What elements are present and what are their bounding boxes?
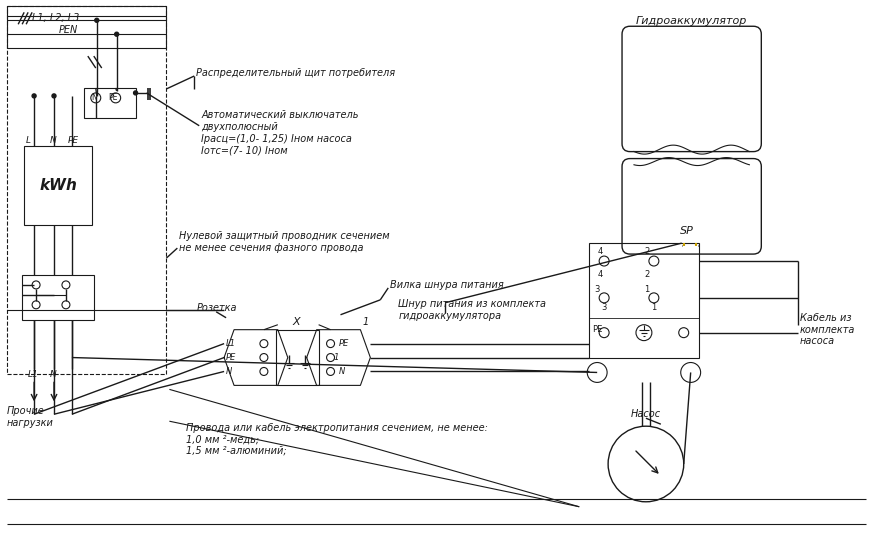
Text: Прочие
нагрузки: Прочие нагрузки bbox=[6, 407, 53, 428]
Bar bbox=[7, 6, 166, 374]
Text: N: N bbox=[91, 93, 97, 103]
Text: Гидроаккумулятор: Гидроаккумулятор bbox=[636, 16, 747, 26]
Text: 4: 4 bbox=[597, 246, 602, 256]
Text: N: N bbox=[226, 367, 232, 376]
Circle shape bbox=[32, 94, 36, 98]
Bar bbox=[24, 146, 92, 225]
Text: kWh: kWh bbox=[39, 178, 77, 193]
Text: PE: PE bbox=[593, 325, 602, 334]
Bar bbox=[84, 88, 135, 118]
Text: 1: 1 bbox=[333, 353, 338, 362]
Text: 2: 2 bbox=[644, 246, 649, 256]
Text: PE: PE bbox=[108, 93, 117, 103]
Text: Провода или кабель электропитания сечением, не менее:
1,0 мм ²-медь;
1,5 мм ²-ал: Провода или кабель электропитания сечени… bbox=[186, 423, 489, 456]
Text: Вилка шнура питания: Вилка шнура питания bbox=[391, 280, 504, 290]
Text: 4: 4 bbox=[597, 271, 602, 279]
Text: Шнур питания из комплекта
гидроаккумулятора: Шнур питания из комплекта гидроаккумулят… bbox=[399, 299, 546, 321]
Text: 3: 3 bbox=[601, 303, 607, 313]
Text: Насос: Насос bbox=[631, 409, 661, 419]
Text: L1: L1 bbox=[226, 339, 236, 348]
Bar bbox=[7, 6, 166, 48]
Text: 2: 2 bbox=[644, 271, 649, 279]
Text: X: X bbox=[293, 317, 301, 326]
Text: Нулевой защитный проводник сечением
не менее сечения фазного провода: Нулевой защитный проводник сечением не м… bbox=[179, 231, 390, 253]
Circle shape bbox=[114, 32, 119, 36]
Text: Распределительный щит потребителя: Распределительный щит потребителя bbox=[197, 68, 395, 78]
Text: L1: L1 bbox=[28, 370, 38, 379]
Circle shape bbox=[52, 94, 56, 98]
Text: N: N bbox=[338, 367, 344, 376]
Text: N: N bbox=[50, 136, 57, 145]
Text: N: N bbox=[50, 370, 57, 379]
Text: PE: PE bbox=[338, 339, 349, 348]
Text: Автоматический выключатель
двухполюсный
Iрасц=(1,0- 1,25) Iном насоса
Iотс=(7- 1: Автоматический выключатель двухполюсный … bbox=[201, 110, 358, 155]
Text: SP: SP bbox=[680, 226, 694, 236]
Bar bbox=[22, 275, 94, 320]
Circle shape bbox=[94, 18, 99, 22]
Text: 1: 1 bbox=[651, 303, 656, 313]
Circle shape bbox=[134, 91, 137, 95]
Text: PE: PE bbox=[68, 136, 79, 145]
Text: Розетка: Розетка bbox=[197, 303, 237, 313]
Text: PEN: PEN bbox=[59, 25, 78, 35]
Text: L: L bbox=[26, 136, 31, 145]
Text: 1: 1 bbox=[644, 285, 649, 294]
Text: Кабель из
комплекта
насоса: Кабель из комплекта насоса bbox=[800, 313, 856, 346]
Text: 3: 3 bbox=[594, 285, 600, 294]
Text: L1, L2, L3: L1, L2, L3 bbox=[32, 13, 80, 23]
Text: 1: 1 bbox=[363, 317, 369, 326]
Bar bbox=[589, 243, 698, 358]
Bar bbox=[276, 330, 319, 386]
Text: PE: PE bbox=[226, 353, 236, 362]
